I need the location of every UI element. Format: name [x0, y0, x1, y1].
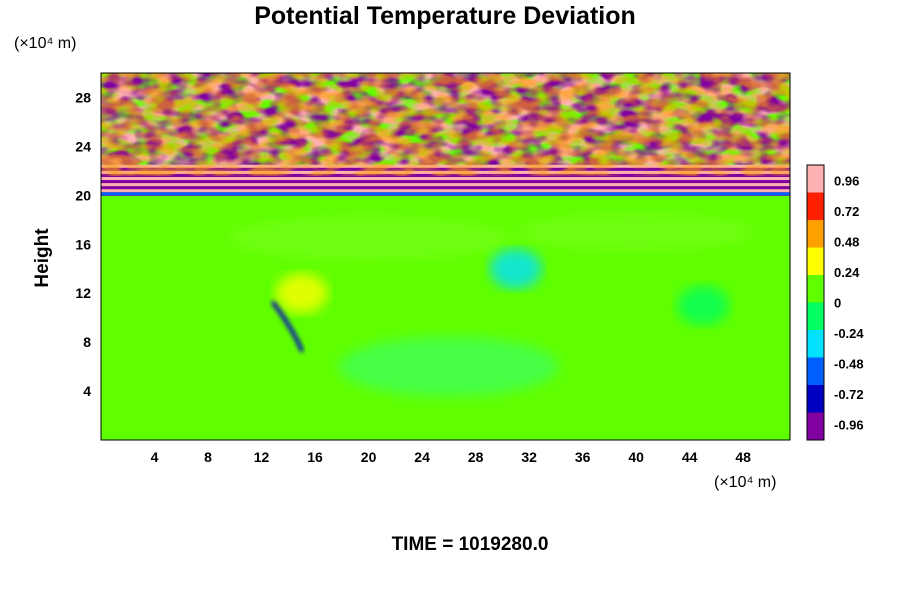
colorbar: 0.96 0.72 0.48 0.24 0 -0.24 -0.48 -0.72 -0.96 — [806, 164, 864, 441]
x-unit-label: (×10⁴ m) — [714, 474, 776, 491]
colorbar-tick-label: -0.72 — [834, 387, 864, 402]
plot-frame — [100, 72, 791, 441]
colorbar-swatch — [807, 247, 824, 258]
colorbar-swatch — [807, 320, 824, 331]
y-tick-label: 16 — [75, 236, 91, 252]
colorbar-swatch — [807, 421, 824, 432]
y-unit-label: (×10⁴ m) — [14, 35, 76, 52]
y-axis-title: Height — [32, 228, 53, 288]
band-layer-stripe — [101, 186, 790, 190]
colorbar-swatch — [807, 165, 824, 175]
band-layer-stripe — [101, 189, 790, 193]
feature-2 — [489, 248, 542, 289]
feature-blob — [677, 285, 730, 326]
colorbar-tick-label: -0.48 — [834, 357, 864, 372]
band-layer-stripe — [101, 183, 790, 187]
colorbar-swatch — [807, 265, 824, 276]
texture-patch — [516, 214, 757, 251]
x-tick-label: 44 — [682, 449, 698, 465]
feature-blob — [275, 273, 328, 314]
x-tick-label: 40 — [628, 449, 644, 465]
colorbar-swatch — [807, 302, 824, 313]
x-tick-labels: 4 8 12 16 20 24 28 32 36 40 44 48 — [151, 449, 752, 465]
chart-title: Potential Temperature Deviation — [254, 2, 636, 30]
colorbar-swatch — [807, 229, 824, 239]
x-tick-label: 16 — [307, 449, 323, 465]
colorbar-swatch — [807, 339, 824, 349]
colorbar-swatch — [807, 210, 824, 221]
colorbar-swatch — [807, 357, 824, 368]
colorbar-swatch — [807, 366, 824, 377]
colorbar-swatch — [807, 201, 824, 212]
feature-0 — [275, 273, 328, 314]
colorbar-swatch — [807, 430, 824, 441]
y-tick-label: 24 — [75, 138, 91, 154]
colorbar-swatch — [807, 412, 824, 423]
colorbar-swatch — [807, 174, 824, 184]
x-tick-label: 48 — [735, 449, 751, 465]
colorbar-tick-label: 0.72 — [834, 204, 859, 219]
colorbar-swatch — [807, 311, 824, 322]
y-tick-label: 20 — [75, 187, 91, 203]
x-tick-label: 8 — [204, 449, 212, 465]
feature-path — [270, 300, 305, 353]
colorbar-swatch — [807, 375, 824, 386]
x-tick-label: 4 — [151, 449, 159, 465]
colorbar-swatch — [807, 275, 824, 285]
y-tick-label: 28 — [75, 89, 91, 105]
colorbar-swatch — [807, 348, 824, 358]
texture-patch — [228, 216, 509, 261]
y-tick-label: 8 — [83, 334, 91, 350]
colorbar-swatch — [807, 220, 824, 230]
colorbar-swatch — [807, 293, 824, 303]
colorbar-swatch — [807, 403, 824, 413]
colorbar-swatch — [807, 330, 824, 340]
colorbar-swatch — [807, 284, 824, 294]
feature-1 — [270, 300, 305, 353]
y-tick-label: 4 — [83, 383, 91, 399]
colorbar-tick-label: 0.96 — [834, 173, 859, 188]
heatmap-field — [101, 73, 790, 440]
colorbar-swatch — [807, 183, 824, 193]
colorbar-tick-label: 0.24 — [834, 265, 860, 280]
colorbar-swatch — [807, 394, 824, 404]
colorbar-swatch — [807, 238, 824, 248]
y-tick-label: 12 — [75, 285, 91, 301]
colorbar-tick-label: 0.48 — [834, 234, 859, 249]
band-upper-mid-fill — [101, 73, 790, 176]
band-layer-edge — [101, 192, 790, 196]
band-upper-mid — [101, 73, 790, 176]
colorbar-swatch — [807, 256, 824, 267]
band-layer-stripe — [101, 180, 790, 184]
feature-blob — [489, 248, 542, 289]
band-layer-stripe — [101, 176, 790, 181]
colorbar-tick-label: -0.24 — [834, 326, 864, 341]
x-tick-label: 12 — [254, 449, 270, 465]
x-tick-label: 32 — [521, 449, 537, 465]
time-label: TIME = 1019280.0 — [392, 534, 549, 555]
x-tick-label: 36 — [575, 449, 591, 465]
texture-patch — [338, 336, 559, 397]
colorbar-tick-label: 0 — [834, 296, 841, 311]
x-tick-label: 20 — [361, 449, 377, 465]
colorbar-tick-label: -0.96 — [834, 418, 864, 433]
colorbar-swatch — [807, 192, 824, 203]
x-tick-label: 24 — [414, 449, 430, 465]
feature-3 — [677, 285, 730, 326]
x-tick-label: 28 — [468, 449, 484, 465]
colorbar-frame — [806, 164, 825, 441]
y-tick-labels: 4 8 12 16 20 24 28 — [75, 89, 91, 399]
colorbar-swatch — [807, 385, 824, 395]
band-lower-texture — [228, 214, 757, 397]
